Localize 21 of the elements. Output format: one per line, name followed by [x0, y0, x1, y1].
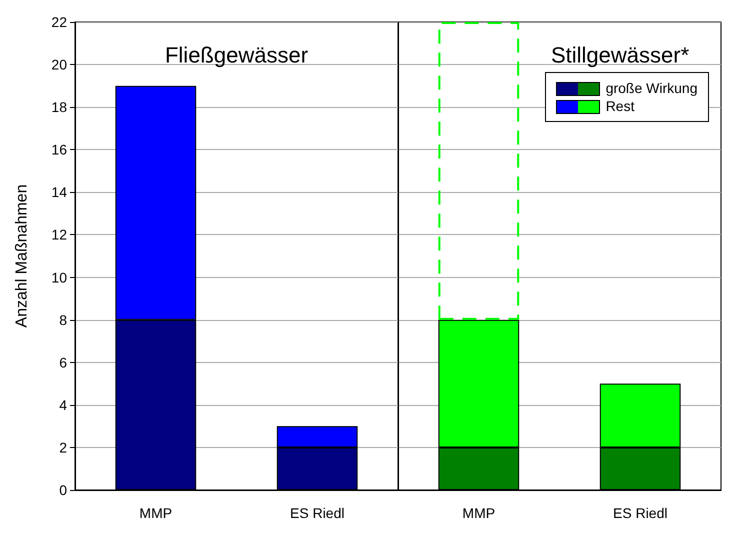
x-tick-label: MMP [462, 505, 495, 521]
x-tick-label: ES Riedl [290, 505, 344, 521]
y-tick-label: 16 [51, 142, 68, 158]
y-tick-label: 0 [59, 482, 68, 498]
legend-label: Rest [604, 97, 636, 115]
y-tick-label: 6 [59, 354, 68, 370]
y-tick-label: 12 [51, 226, 68, 243]
text: Fließgewässer [164, 42, 308, 68]
x-tick-label: ES Riedl [612, 505, 667, 521]
text: Stillgewässer* [550, 42, 690, 68]
y-axis-title: Anzahl Maßnahmen [14, 184, 30, 328]
y-tick-label: 4 [59, 396, 68, 413]
legend-label: große Wirkung [604, 79, 698, 97]
y-tick-label: 20 [51, 56, 68, 73]
y-tick-label: 8 [59, 312, 68, 328]
x-tick-label: MMP [139, 505, 172, 521]
y-tick-label: 22 [51, 14, 68, 30]
y-tick-label: 18 [51, 99, 68, 116]
y-tick-label: 2 [59, 439, 68, 456]
y-tick-label: 14 [51, 184, 68, 200]
y-tick-label: 10 [51, 269, 68, 286]
